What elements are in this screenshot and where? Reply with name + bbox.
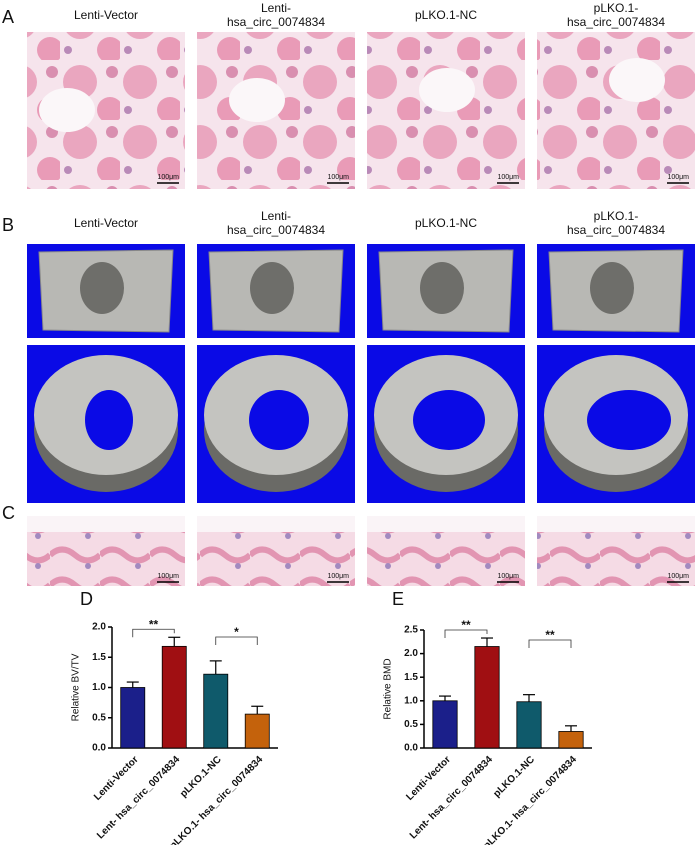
y-tick-label: 2.0 [404,648,418,659]
bone-hole [420,262,464,314]
column-header: hsa_circ_0074834 [567,223,665,237]
soft-tissue [27,516,185,532]
bar [474,646,500,749]
marrow-space [609,58,665,102]
y-tick-label: 1.0 [404,695,418,706]
bone-cavity [587,390,671,450]
column-header: Lenti- [261,1,291,15]
y-tick-label: 0.5 [92,712,106,723]
bar [120,687,146,749]
scale-bar-label: 100μm [667,174,689,181]
bar [203,673,229,749]
significance-label: ** [461,618,471,632]
y-tick-label: 1.0 [92,682,106,693]
marrow-space [419,68,475,112]
bar [244,713,270,749]
y-tick-label: 0.0 [404,743,418,754]
y-tick-label: 2.5 [404,625,418,636]
panel-label: C [2,503,15,523]
significance-bracket [132,628,175,638]
y-tick-label: 1.5 [92,652,106,663]
column-header: hsa_circ_0074834 [567,15,665,29]
bone-hole [250,262,294,314]
panel-label: E [392,589,404,609]
column-header: pLKO.1-NC [415,8,477,22]
scale-bar-label: 100μm [157,573,179,580]
significance-bracket [444,629,488,639]
y-tick-label: 0.0 [92,743,106,754]
x-tick-label: Lent- hsa_circ_0074834 [95,754,182,841]
soft-tissue [537,516,695,532]
column-header: hsa_circ_0074834 [227,223,325,237]
soft-tissue [367,516,525,532]
y-axis-label: Relative BV/TV [71,653,82,721]
x-tick-label: Lent- hsa_circ_0074834 [408,754,495,841]
bone-hole [80,262,124,314]
bone-hole [590,262,634,314]
bar [161,645,187,749]
significance-label: ** [545,628,555,642]
bar [432,700,458,749]
significance-bracket [528,639,572,648]
column-header: Lenti-Vector [74,8,138,22]
y-tick-label: 0.5 [404,719,418,730]
scale-bar-label: 100μm [667,573,689,580]
scale-bar-label: 100μm [327,573,349,580]
column-header: hsa_circ_0074834 [227,15,325,29]
significance-label: * [234,625,239,639]
column-header: pLKO.1- [594,209,639,223]
column-header: pLKO.1- [594,1,639,15]
scale-bar-label: 100μm [497,174,519,181]
y-tick-label: 1.5 [404,672,418,683]
histology-image [537,32,695,189]
panel-label: D [80,589,93,609]
x-tick-label: pLKO.1-NC [178,754,223,799]
marrow-space [39,88,95,132]
bar [516,701,542,749]
column-header: Lenti-Vector [74,216,138,230]
significance-bracket [215,636,258,645]
column-header: pLKO.1-NC [415,216,477,230]
bone-cavity [249,390,309,450]
bar [558,731,584,749]
marrow-space [229,78,285,122]
panel-label: B [2,215,14,235]
x-tick-label: pLKO.1-NC [491,754,536,799]
bone-cavity [85,390,133,450]
significance-label: ** [149,617,159,631]
soft-tissue [197,516,355,532]
y-tick-label: 2.0 [92,622,106,633]
column-header: Lenti- [261,209,291,223]
scale-bar-label: 100μm [157,174,179,181]
panel-label: A [2,7,14,27]
y-axis-label: Relative BMD [383,658,394,719]
scale-bar-label: 100μm [497,573,519,580]
scale-bar-label: 100μm [327,174,349,181]
bone-cavity [413,390,485,450]
